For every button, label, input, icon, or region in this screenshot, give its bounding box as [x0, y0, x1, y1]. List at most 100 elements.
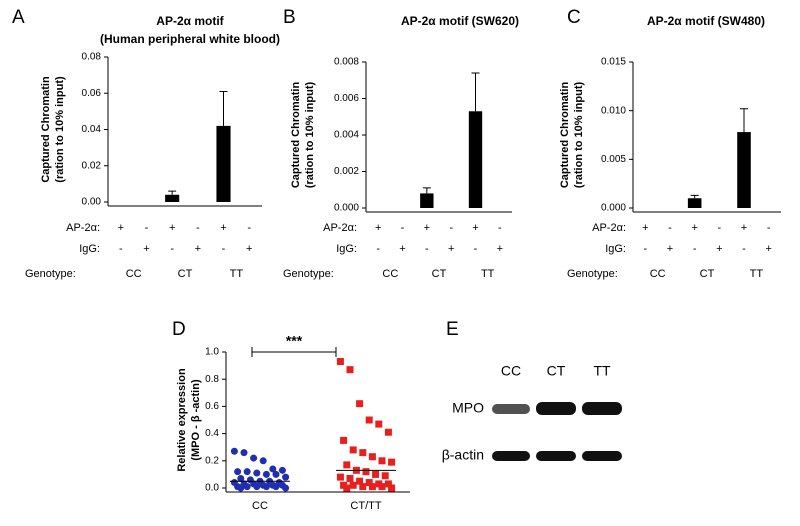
point: [336, 358, 344, 366]
point: [349, 446, 357, 454]
y-tick-label: 0.0: [205, 483, 219, 494]
y-tick-label: 0.4: [205, 428, 219, 439]
row-mark: +: [716, 243, 722, 255]
panel-letter: C: [567, 7, 581, 28]
row-mark: -: [668, 222, 672, 234]
y-tick-label: 0.015: [601, 57, 626, 68]
point: [272, 483, 280, 491]
point: [368, 483, 376, 491]
significance: ***: [286, 333, 303, 349]
y-tick-label: 0.000: [601, 203, 626, 214]
point: [253, 469, 261, 477]
chart-title: AP-2α motif (SW620): [401, 14, 519, 28]
y-tick-label: 0.04: [82, 124, 102, 135]
point: [282, 484, 290, 492]
y-tick-label: 0.006: [334, 93, 359, 104]
point: [262, 483, 270, 491]
point: [234, 468, 242, 476]
row-mark: -: [119, 243, 123, 255]
band: [582, 451, 622, 461]
band: [582, 402, 622, 415]
row-mark: -: [693, 243, 697, 255]
point: [243, 483, 251, 491]
row-label: IgG:: [336, 243, 357, 255]
row-label: IgG:: [79, 243, 100, 255]
row-mark: -: [170, 243, 174, 255]
y-tick-label: 0.06: [82, 88, 102, 99]
y-tick-label: 0.010: [601, 105, 626, 116]
band: [536, 402, 576, 415]
row-mark: +: [143, 243, 149, 255]
lane-label: CT: [547, 363, 566, 379]
point: [336, 473, 344, 481]
row-mark: -: [742, 243, 746, 255]
row-label: β-actin: [442, 447, 484, 463]
chart-title: AP-2α motif: [156, 14, 224, 28]
bar: [737, 132, 751, 208]
row-label: IgG:: [605, 243, 626, 255]
chart-title: (Human peripheral white blood): [100, 32, 280, 46]
point: [343, 461, 351, 469]
point: [346, 474, 354, 482]
y-tick-label: 0.6: [205, 401, 219, 412]
row-mark: +: [667, 243, 673, 255]
point: [359, 449, 367, 457]
row-mark: -: [376, 243, 380, 255]
genotype-label: Genotype:: [25, 268, 76, 280]
error-bar: [690, 194, 699, 199]
x-tick-label: CC: [252, 500, 268, 512]
row-mark: +: [741, 222, 747, 234]
point: [359, 483, 367, 491]
chart-title: AP-2α motif (SW480): [647, 14, 765, 28]
point: [384, 480, 392, 488]
bar: [216, 125, 231, 202]
band: [536, 451, 576, 461]
point: [368, 453, 376, 461]
row-mark: +: [642, 222, 648, 234]
lane-label: CC: [501, 363, 521, 379]
genotype: TT: [481, 268, 495, 280]
row-label: AP-2α:: [66, 222, 100, 234]
point: [356, 400, 364, 408]
error-bar: [219, 90, 228, 126]
y-tick-label: 0.004: [334, 130, 359, 141]
genotype: CC: [650, 268, 666, 280]
point: [230, 447, 238, 455]
row-mark: -: [498, 222, 502, 234]
y-axis-label: Captured Chromatin: [559, 82, 571, 189]
row-mark: +: [691, 222, 697, 234]
point: [237, 484, 245, 492]
row-mark: +: [472, 222, 478, 234]
genotype-label: Genotype:: [567, 268, 618, 280]
row-mark: -: [643, 243, 647, 255]
point: [356, 477, 364, 485]
point: [375, 420, 383, 428]
y-tick-label: 0.005: [601, 154, 626, 165]
point: [272, 470, 280, 478]
bar: [687, 198, 702, 208]
row-mark: -: [222, 243, 226, 255]
row-mark: -: [767, 222, 771, 234]
row-mark: +: [448, 243, 454, 255]
panel-letter: B: [283, 7, 296, 28]
bar: [468, 111, 483, 208]
row-mark: +: [424, 222, 430, 234]
y-tick-label: 0.008: [334, 57, 359, 68]
lane-label: TT: [593, 363, 611, 379]
genotype: TT: [230, 268, 244, 280]
point: [365, 479, 373, 487]
point: [340, 436, 348, 444]
point: [372, 470, 380, 478]
point: [243, 468, 251, 476]
band: [492, 451, 530, 461]
row-mark: +: [220, 222, 226, 234]
point: [378, 483, 386, 491]
point: [253, 483, 261, 491]
y-tick-label: 0.08: [82, 52, 102, 63]
point: [259, 457, 267, 465]
point: [262, 470, 270, 478]
point: [278, 466, 286, 474]
point: [378, 457, 386, 465]
y-tick-label: 0.00: [82, 197, 102, 208]
y-axis-label: Captured Chromatin: [290, 82, 302, 189]
